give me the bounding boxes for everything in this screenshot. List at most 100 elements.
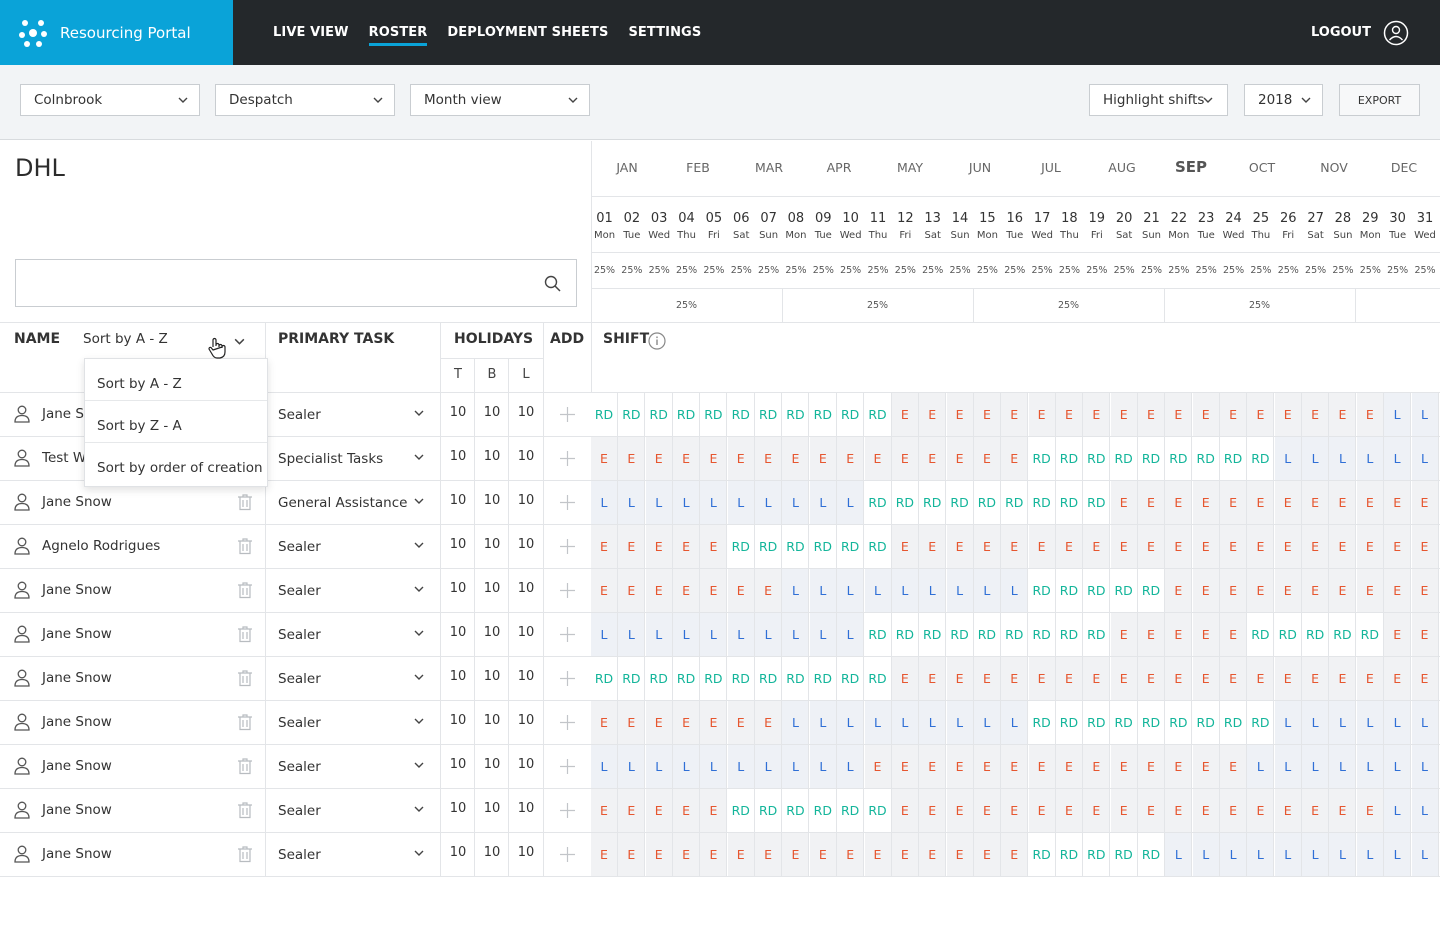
shift-cell[interactable]: L (919, 701, 947, 745)
shift-cell[interactable]: E (782, 437, 810, 481)
shift-cell[interactable]: RD (591, 393, 618, 437)
shift-cell[interactable]: L (837, 701, 865, 745)
shift-cell[interactable]: E (1274, 393, 1302, 437)
shift-cell[interactable]: E (1220, 657, 1248, 701)
shift-cell[interactable]: E (809, 833, 837, 877)
add-shift-icon[interactable] (559, 846, 576, 863)
add-shift-icon[interactable] (559, 626, 576, 643)
shift-cell[interactable]: E (1192, 393, 1220, 437)
shift-cell[interactable]: L (1192, 833, 1220, 877)
shift-cell[interactable]: L (645, 745, 673, 789)
shift-cell[interactable]: E (1165, 789, 1193, 833)
primary-task-select[interactable]: Sealer (278, 407, 321, 423)
month-nov[interactable]: NOV (1320, 160, 1348, 175)
shift-cell[interactable]: RD (645, 657, 673, 701)
shift-cell[interactable]: E (1356, 657, 1384, 701)
shift-cell[interactable]: E (919, 833, 947, 877)
shift-cell[interactable]: E (1055, 525, 1083, 569)
shift-cell[interactable]: L (591, 613, 618, 657)
shift-cell[interactable]: L (864, 569, 892, 613)
shift-cell[interactable]: L (1220, 833, 1248, 877)
shift-cell[interactable]: E (591, 569, 618, 613)
shift-cell[interactable]: E (591, 437, 618, 481)
shift-cell[interactable]: E (1083, 525, 1111, 569)
shift-cell[interactable]: E (618, 437, 646, 481)
shift-cell[interactable]: E (1138, 525, 1165, 569)
shift-cell[interactable]: RD (591, 657, 618, 701)
add-shift-icon[interactable] (559, 802, 576, 819)
shift-cell[interactable]: L (782, 613, 810, 657)
shift-cell[interactable]: RD (1001, 613, 1029, 657)
shift-cell[interactable]: L (891, 701, 919, 745)
shift-cell[interactable]: E (1165, 657, 1193, 701)
shift-cell[interactable]: E (946, 789, 974, 833)
shift-cell[interactable]: RD (1356, 613, 1384, 657)
chevron-down-icon[interactable] (413, 671, 425, 683)
shift-cell[interactable]: RD (809, 789, 837, 833)
delete-icon[interactable] (237, 845, 253, 863)
nav-deployment-sheets[interactable]: DEPLOYMENT SHEETS (447, 25, 609, 40)
shift-cell[interactable]: L (1356, 833, 1384, 877)
shift-cell[interactable]: E (645, 833, 673, 877)
shift-cell[interactable]: L (1384, 437, 1412, 481)
shift-cell[interactable]: RD (946, 481, 974, 525)
shift-cell[interactable]: E (1083, 789, 1111, 833)
shift-cell[interactable]: L (837, 745, 865, 789)
shift-cell[interactable]: L (782, 569, 810, 613)
shift-cell[interactable]: E (1138, 481, 1165, 525)
shift-cell[interactable]: RD (782, 789, 810, 833)
shift-cell[interactable]: L (809, 701, 837, 745)
info-icon[interactable] (648, 332, 666, 350)
shift-cell[interactable]: E (1110, 393, 1138, 437)
shift-cell[interactable]: L (755, 745, 783, 789)
shift-cell[interactable]: RD (1165, 701, 1193, 745)
add-shift-icon[interactable] (559, 406, 576, 423)
shift-cell[interactable]: E (891, 833, 919, 877)
primary-task-select[interactable]: Sealer (278, 759, 321, 775)
shift-cell[interactable]: L (946, 701, 974, 745)
shift-cell[interactable]: E (1329, 393, 1357, 437)
shift-cell[interactable]: E (1138, 789, 1165, 833)
shift-cell[interactable]: L (919, 569, 947, 613)
shift-cell[interactable]: RD (1110, 437, 1138, 481)
delete-icon[interactable] (237, 757, 253, 775)
shift-cell[interactable]: E (1165, 745, 1193, 789)
shift-cell[interactable]: E (755, 437, 783, 481)
shift-cell[interactable]: E (645, 437, 673, 481)
shift-cell[interactable]: E (673, 525, 701, 569)
shift-cell[interactable]: L (1302, 833, 1330, 877)
chevron-down-icon[interactable] (413, 583, 425, 595)
shift-cell[interactable]: E (864, 833, 892, 877)
shift-cell[interactable]: RD (837, 789, 865, 833)
shift-cell[interactable]: RD (1028, 569, 1056, 613)
shift-cell[interactable]: E (755, 569, 783, 613)
view-select[interactable]: Month view (410, 84, 590, 116)
shift-cell[interactable]: E (1055, 393, 1083, 437)
shift-cell[interactable]: E (1110, 745, 1138, 789)
nav-live-view[interactable]: LIVE VIEW (273, 25, 349, 40)
shift-cell[interactable]: E (700, 437, 728, 481)
shift-cell[interactable]: RD (973, 613, 1001, 657)
shift-cell[interactable]: RD (1110, 569, 1138, 613)
month-sep[interactable]: SEP (1174, 158, 1208, 176)
shift-cell[interactable]: E (618, 525, 646, 569)
shift-cell[interactable]: L (1356, 745, 1384, 789)
chevron-down-icon[interactable] (233, 335, 246, 348)
shift-cell[interactable]: RD (1028, 437, 1056, 481)
search-input[interactable] (16, 260, 536, 306)
shift-cell[interactable]: E (673, 833, 701, 877)
shift-cell[interactable]: E (973, 393, 1001, 437)
primary-task-select[interactable]: Sealer (278, 671, 321, 687)
shift-cell[interactable]: E (1274, 569, 1302, 613)
shift-cell[interactable]: RD (673, 393, 701, 437)
shift-cell[interactable]: L (1384, 745, 1412, 789)
shift-cell[interactable]: RD (1083, 437, 1111, 481)
shift-cell[interactable]: RD (1001, 481, 1029, 525)
shift-cell[interactable]: L (618, 481, 646, 525)
shift-cell[interactable]: L (1247, 745, 1275, 789)
shift-cell[interactable]: L (1384, 789, 1412, 833)
shift-cell[interactable]: L (673, 481, 701, 525)
shift-cell[interactable]: E (864, 745, 892, 789)
shift-cell[interactable]: E (973, 833, 1001, 877)
shift-cell[interactable]: L (618, 613, 646, 657)
